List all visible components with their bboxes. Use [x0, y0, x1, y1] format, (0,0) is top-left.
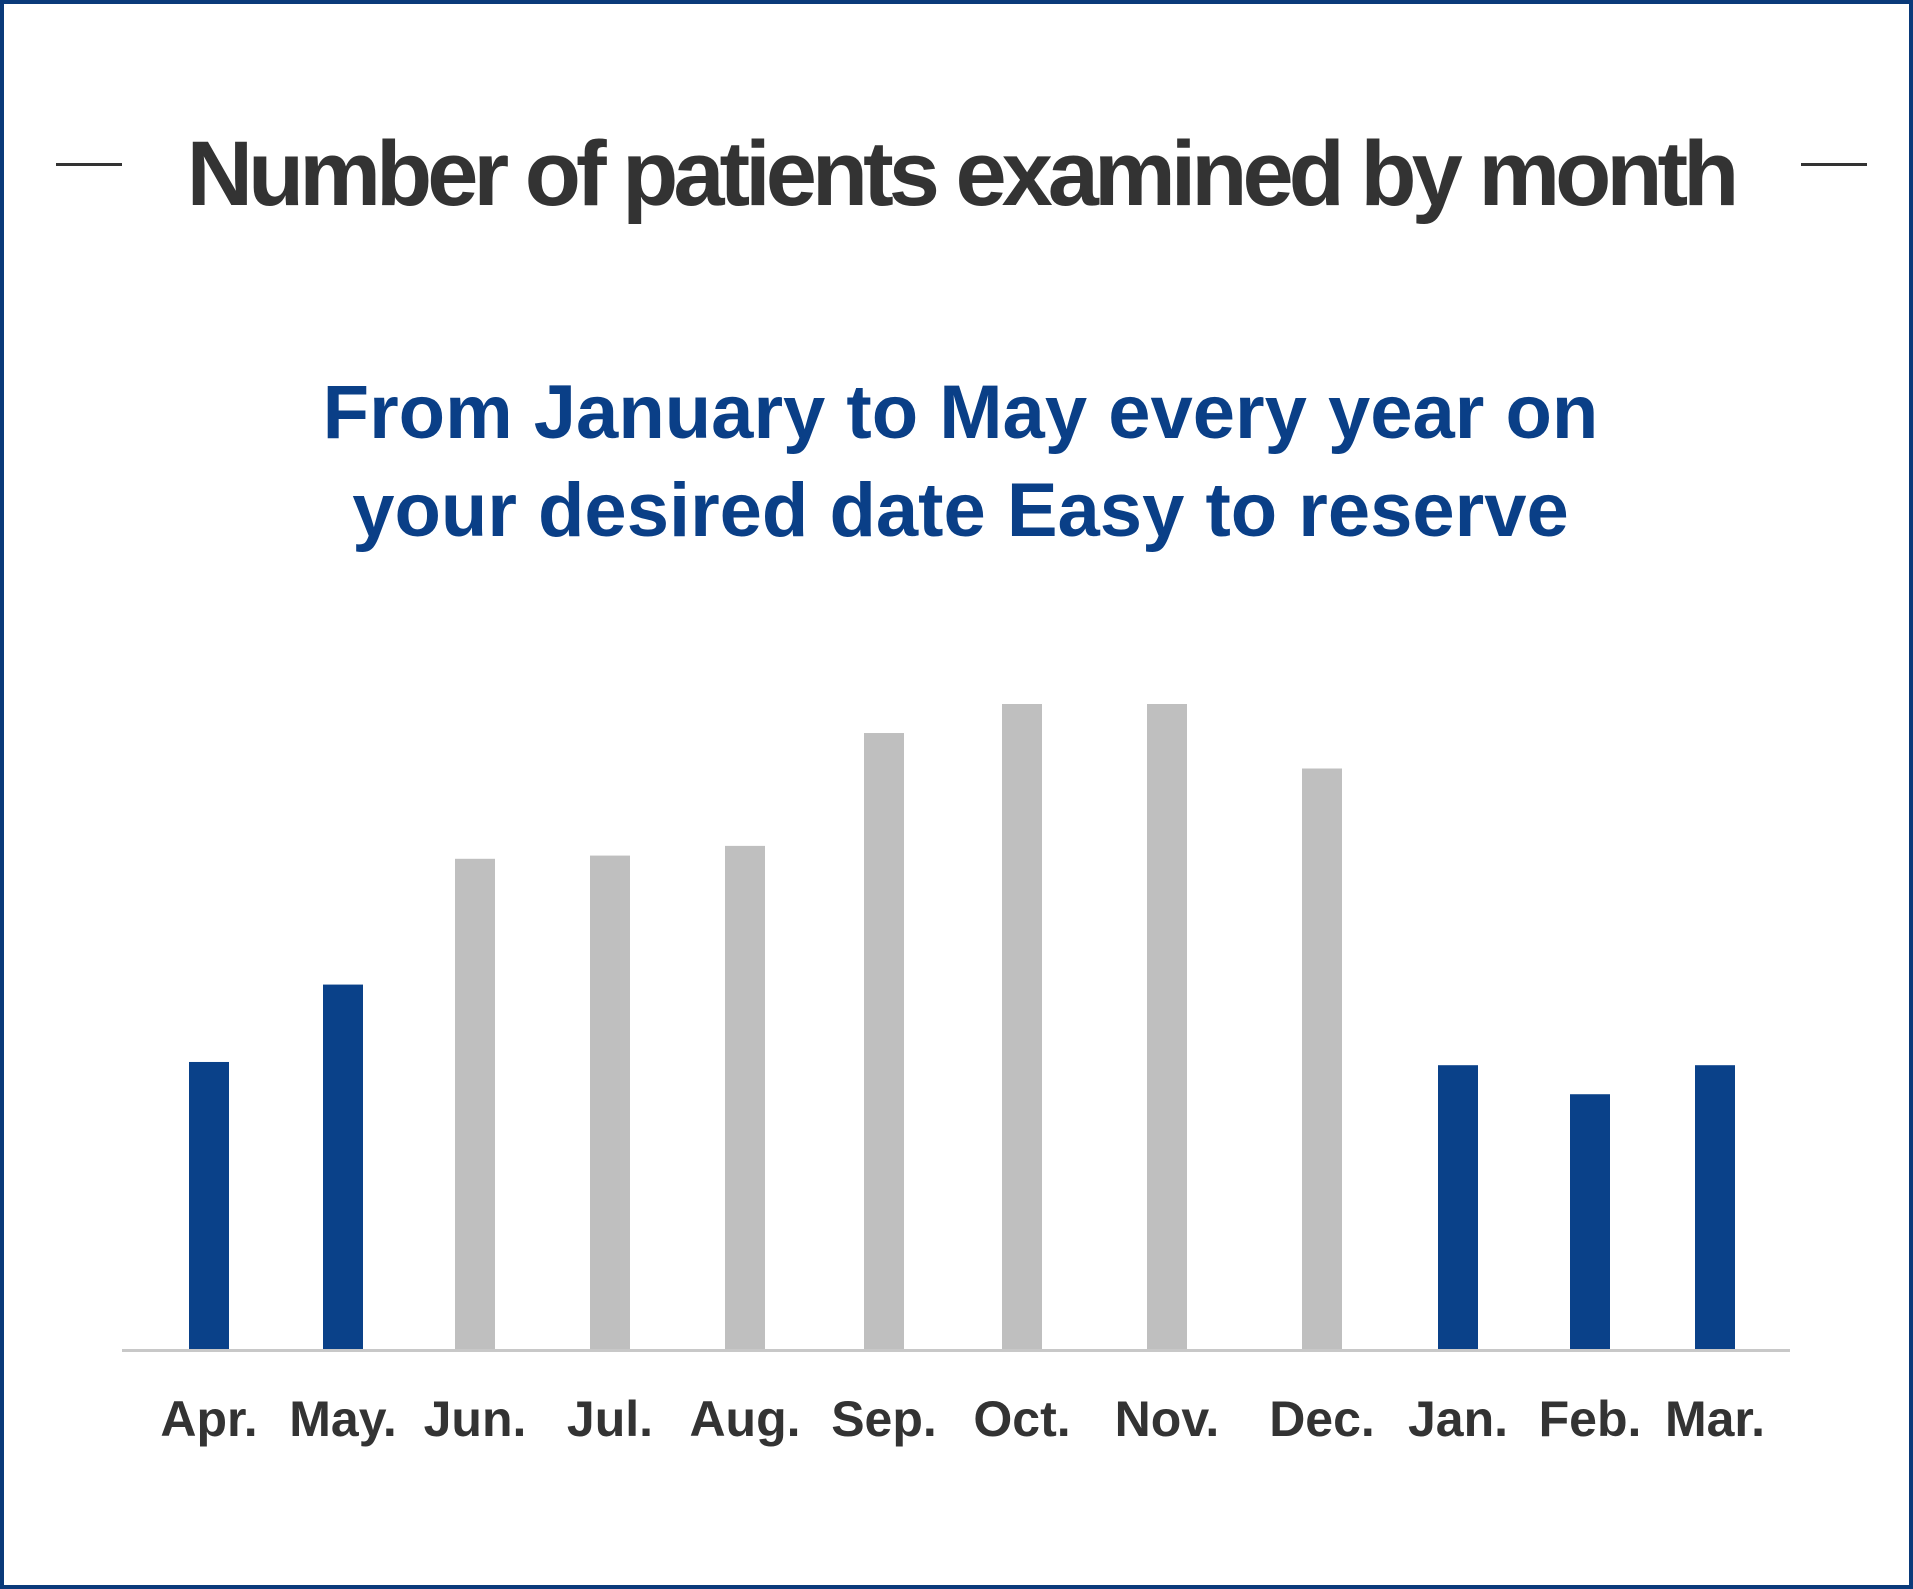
x-tick-label: Jun.: [424, 1391, 527, 1447]
x-tick-label: Feb.: [1539, 1391, 1642, 1447]
bar-feb: [1570, 1094, 1610, 1349]
subtitle-line-2: your desired date Easy to reserve: [352, 468, 1569, 553]
x-tick-label: Jul.: [567, 1391, 653, 1447]
title-dash-right: [1801, 163, 1867, 166]
x-tick-label: Nov.: [1115, 1391, 1220, 1447]
bar-jul: [590, 855, 630, 1349]
bar-apr: [189, 1061, 229, 1349]
title-row: Number of patients examined by month: [4, 119, 1913, 239]
x-tick-label: Oct.: [973, 1391, 1070, 1447]
x-tick-label: Apr.: [160, 1391, 257, 1447]
chart-subtitle: From January to May every year on your d…: [104, 364, 1817, 560]
bar-jun: [455, 858, 495, 1349]
bar-may: [323, 984, 363, 1349]
x-tick-label: Aug.: [689, 1391, 800, 1447]
x-tick-label: Jan.: [1408, 1391, 1508, 1447]
x-tick-label: Sep.: [831, 1391, 937, 1447]
bar-mar: [1695, 1065, 1735, 1349]
bar-aug: [725, 845, 765, 1349]
bar-nov: [1147, 704, 1187, 1349]
bar-sep: [864, 733, 904, 1349]
subtitle-line-1: From January to May every year on: [322, 370, 1599, 455]
x-tick-label: Mar.: [1665, 1391, 1765, 1447]
bar-oct: [1002, 704, 1042, 1349]
title-dash-left: [56, 163, 122, 166]
bar-dec: [1302, 768, 1342, 1349]
x-tick-label: Dec.: [1269, 1391, 1375, 1447]
x-tick-label: May.: [289, 1391, 396, 1447]
bar-chart: Apr. May. Jun. Jul. Aug. Sep. Oct. Nov. Dec. Jan.…: [122, 704, 1790, 1447]
chart-title: Number of patients examined by month: [186, 123, 1740, 225]
bar-jan: [1438, 1065, 1478, 1349]
